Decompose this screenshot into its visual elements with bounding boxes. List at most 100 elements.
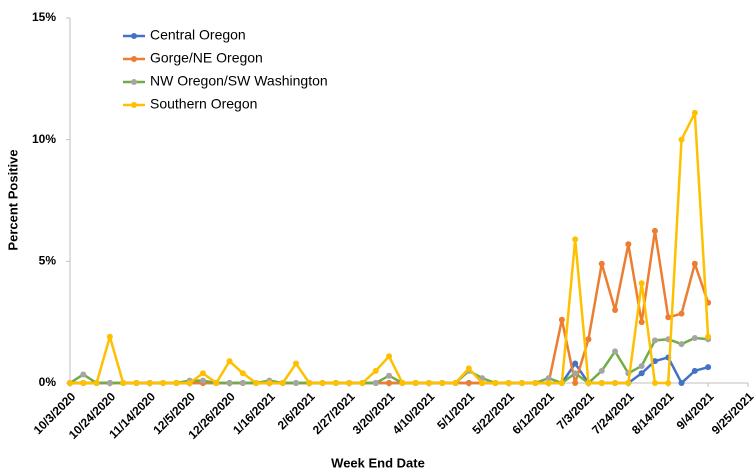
legend-label: Central Oregon xyxy=(150,27,246,43)
data-point xyxy=(279,380,286,386)
data-point xyxy=(625,380,632,386)
data-point xyxy=(239,380,246,386)
data-point xyxy=(253,380,260,386)
data-point xyxy=(625,241,632,248)
data-point xyxy=(691,367,698,374)
y-tick-label: 0% xyxy=(39,375,57,389)
x-tick-label: 7/24/2021 xyxy=(589,389,637,437)
data-point xyxy=(705,364,712,371)
x-tick-label: 4/10/2021 xyxy=(390,389,438,437)
data-point xyxy=(106,333,113,340)
data-point xyxy=(386,380,393,386)
data-point xyxy=(306,380,313,386)
data-point xyxy=(425,380,432,386)
data-point xyxy=(545,380,552,386)
data-point xyxy=(572,370,579,377)
legend-label: Southern Oregon xyxy=(150,96,257,112)
y-tick-label: 10% xyxy=(32,132,56,146)
data-point xyxy=(598,367,605,374)
data-point xyxy=(80,380,87,386)
data-point xyxy=(93,380,100,386)
data-point xyxy=(612,307,619,313)
data-point xyxy=(638,370,645,377)
data-point xyxy=(452,380,459,386)
legend-marker xyxy=(131,56,137,62)
data-point xyxy=(532,380,539,386)
data-point xyxy=(665,314,672,321)
data-point xyxy=(479,380,486,386)
data-point xyxy=(651,337,658,344)
x-axis-title: Week End Date xyxy=(331,455,425,470)
data-point xyxy=(691,260,698,267)
y-tick-label: 15% xyxy=(32,10,56,24)
y-tick-label: 5% xyxy=(39,254,57,268)
data-point xyxy=(585,380,592,386)
data-point xyxy=(691,109,698,116)
data-point xyxy=(691,334,698,341)
data-point xyxy=(386,353,393,360)
data-point xyxy=(705,333,712,340)
legend-marker xyxy=(131,79,137,85)
data-point xyxy=(665,380,672,386)
data-point xyxy=(199,370,206,377)
series-line xyxy=(70,356,709,385)
data-point xyxy=(319,380,326,386)
data-point xyxy=(598,380,605,386)
data-point xyxy=(465,380,472,386)
data-point xyxy=(106,380,113,386)
data-point xyxy=(598,260,605,267)
data-point xyxy=(638,280,645,287)
data-point xyxy=(186,380,193,386)
y-axis-title: Percent Positive xyxy=(5,149,20,250)
data-point xyxy=(226,380,233,386)
data-point xyxy=(572,236,579,243)
data-point xyxy=(651,380,658,386)
data-point xyxy=(651,227,658,234)
data-point xyxy=(133,380,140,386)
legend-marker xyxy=(131,102,137,108)
data-point xyxy=(293,380,299,386)
data-point xyxy=(558,380,565,386)
legend-label: NW Oregon/SW Washington xyxy=(150,73,328,89)
data-point xyxy=(213,380,220,386)
data-point xyxy=(545,375,552,382)
data-point xyxy=(67,380,73,386)
legend-label: Gorge/NE Oregon xyxy=(150,50,263,66)
data-point xyxy=(120,380,127,386)
data-point xyxy=(266,380,273,386)
data-point xyxy=(678,380,685,386)
data-point xyxy=(226,358,233,365)
data-point xyxy=(332,380,339,386)
x-tick-label: 5/22/2021 xyxy=(469,389,517,437)
legend-marker xyxy=(131,33,137,39)
data-point xyxy=(638,362,645,369)
data-point xyxy=(492,380,499,386)
data-point xyxy=(359,380,366,386)
data-point xyxy=(585,336,592,343)
data-point xyxy=(678,341,685,348)
data-point xyxy=(199,377,206,384)
data-point xyxy=(638,319,645,326)
data-point xyxy=(412,380,419,386)
data-point xyxy=(572,380,579,386)
data-point xyxy=(465,365,472,372)
data-point xyxy=(678,310,685,317)
x-tick-label: 2/27/2021 xyxy=(310,389,358,437)
data-point xyxy=(572,360,579,367)
x-tick-label: 8/14/2021 xyxy=(629,389,677,437)
data-point xyxy=(678,136,685,143)
data-point xyxy=(519,380,525,386)
data-point xyxy=(612,348,619,355)
x-tick-label: 3/20/2021 xyxy=(350,389,398,437)
data-point xyxy=(160,380,167,386)
data-point xyxy=(293,360,299,367)
data-point xyxy=(558,316,565,323)
series-line xyxy=(70,111,710,385)
data-point xyxy=(239,370,246,377)
data-point xyxy=(372,380,379,386)
data-point xyxy=(372,367,379,374)
x-tick-label: 1/16/2021 xyxy=(230,389,278,437)
x-tick-label: 9/25/2021 xyxy=(709,389,756,437)
data-point xyxy=(505,380,512,386)
